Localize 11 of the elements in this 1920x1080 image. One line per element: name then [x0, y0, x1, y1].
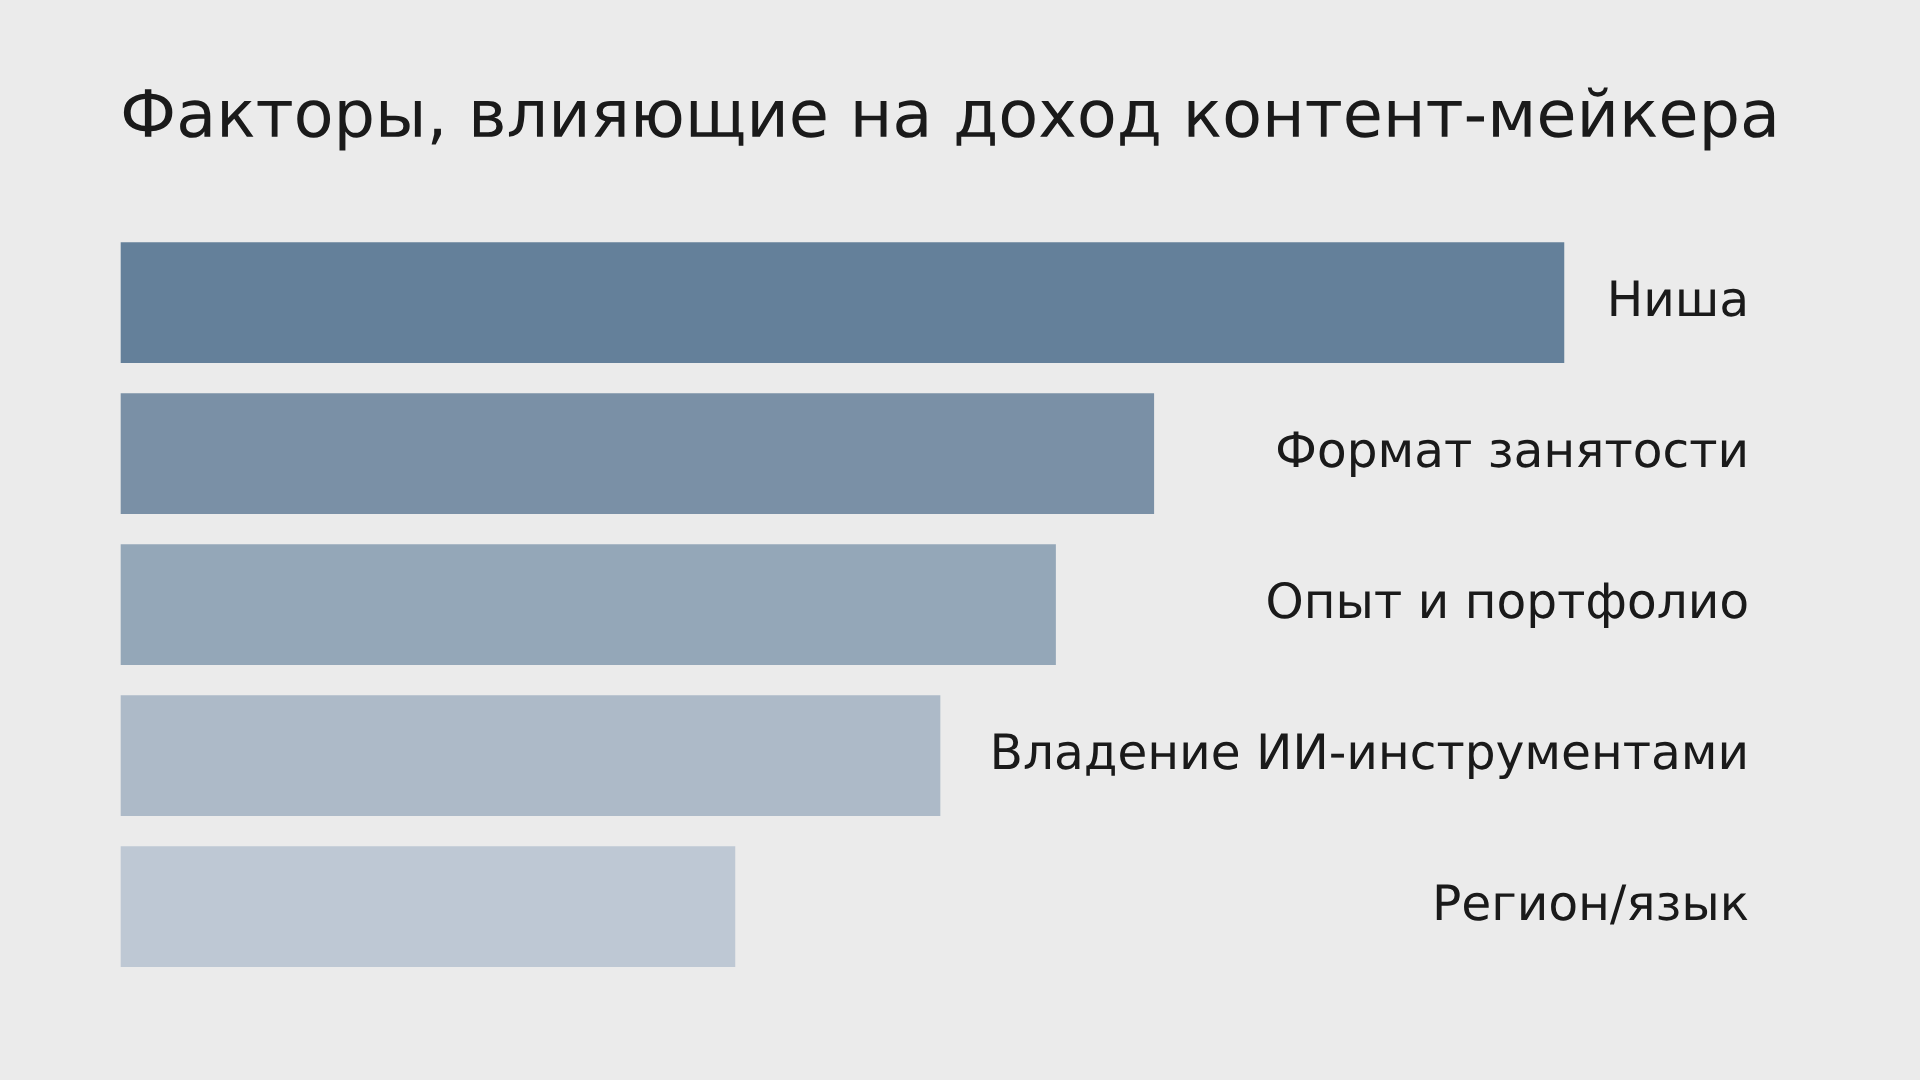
y-tick-label: Регион/язык [1436, 884, 1748, 925]
y-tick-label: Опыт и портфолио [1268, 581, 1747, 629]
bar [120, 393, 1155, 514]
bar [120, 544, 1056, 665]
bar [120, 846, 736, 967]
y-tick-label: Формат занятости [1277, 431, 1745, 478]
y-tick-label: Владение ИИ-инструментами [994, 733, 1745, 780]
bar [120, 695, 941, 816]
y-tick-label: Ниша [1611, 280, 1745, 317]
bar [120, 242, 1565, 364]
chart-title: Факторы, влияющие на доход контент-мейкера [123, 87, 1775, 151]
